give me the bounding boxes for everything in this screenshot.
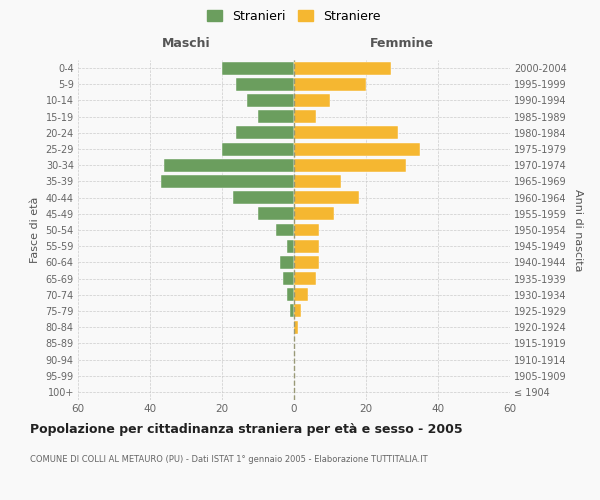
Bar [222,62,294,74]
Bar [294,288,308,301]
Bar [294,272,316,285]
Bar [294,304,301,318]
Bar [222,142,294,156]
Bar [294,110,316,123]
Y-axis label: Anni di nascita: Anni di nascita [572,188,583,271]
Y-axis label: Fasce di età: Fasce di età [30,197,40,263]
Bar [290,304,294,318]
Text: Femmine: Femmine [370,37,434,50]
Bar [294,126,398,140]
Bar [294,240,319,252]
Bar [294,94,330,107]
Bar [233,191,294,204]
Legend: Stranieri, Straniere: Stranieri, Straniere [203,6,385,26]
Bar [236,78,294,91]
Bar [161,175,294,188]
Bar [294,78,366,91]
Bar [294,191,359,204]
Bar [164,159,294,172]
Bar [294,175,341,188]
Bar [287,288,294,301]
Text: Popolazione per cittadinanza straniera per età e sesso - 2005: Popolazione per cittadinanza straniera p… [30,422,463,436]
Bar [294,159,406,172]
Bar [283,272,294,285]
Text: COMUNE DI COLLI AL METAURO (PU) - Dati ISTAT 1° gennaio 2005 - Elaborazione TUTT: COMUNE DI COLLI AL METAURO (PU) - Dati I… [30,455,428,464]
Bar [294,256,319,269]
Text: Maschi: Maschi [161,37,211,50]
Bar [287,240,294,252]
Bar [258,110,294,123]
Bar [236,126,294,140]
Bar [276,224,294,236]
Bar [280,256,294,269]
Bar [294,142,420,156]
Bar [294,320,298,334]
Bar [294,62,391,74]
Bar [258,208,294,220]
Bar [247,94,294,107]
Bar [294,224,319,236]
Bar [294,208,334,220]
